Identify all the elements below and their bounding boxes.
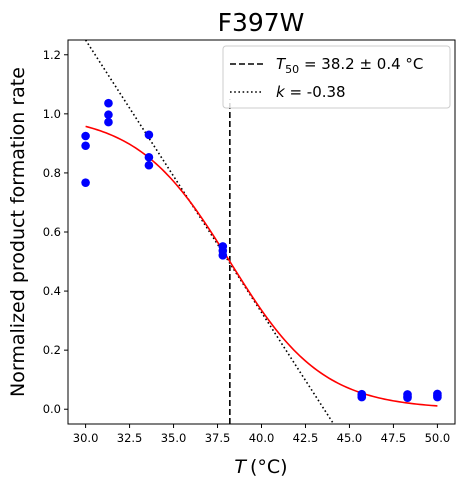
y-tick-label: 0.2 — [43, 343, 61, 357]
x-tick-label: 50.0 — [425, 431, 451, 445]
y-tick-label: 0.8 — [43, 166, 61, 180]
data-point — [104, 98, 113, 108]
legend-box — [222, 45, 451, 109]
legend-t50-label: T50 = 38.2 ± 0.4 °C — [276, 55, 423, 76]
y-axis-ticks: 0.0 0.2 0.4 0.6 0.8 1.0 1.2 — [43, 48, 68, 416]
plot-contents — [81, 40, 442, 424]
x-tick-label: 40.0 — [249, 431, 275, 445]
chart-title: F397W — [218, 8, 305, 37]
data-point — [218, 251, 228, 260]
data-point — [81, 178, 90, 187]
data-point — [357, 392, 367, 402]
data-points — [81, 98, 442, 403]
legend-k-label: k = -0.38 — [276, 83, 346, 101]
x-tick-label: 45.0 — [337, 431, 363, 445]
x-tick-label: 35.0 — [161, 431, 187, 445]
data-point — [104, 110, 113, 120]
x-tick-label: 30.0 — [73, 431, 99, 445]
x-axis-unit: (°C) — [250, 456, 288, 478]
x-tick-label: 32.5 — [117, 431, 143, 445]
legend: T50 = 38.2 ± 0.4 °C k = -0.38 — [222, 45, 451, 109]
y-tick-label: 1.0 — [43, 107, 61, 121]
x-tick-label: 42.5 — [293, 431, 319, 445]
data-point — [104, 117, 113, 127]
data-point — [144, 130, 154, 140]
y-tick-label: 1.2 — [43, 48, 61, 62]
slope-tangent-line — [84, 40, 335, 424]
x-tick-label: 47.5 — [381, 431, 407, 445]
y-tick-label: 0.6 — [43, 225, 61, 239]
x-axis-label: T (°C) — [234, 456, 287, 478]
y-axis-label: Normalized product formation rate — [7, 67, 29, 397]
data-point — [144, 160, 154, 170]
y-tick-label: 0.4 — [43, 284, 61, 298]
data-point — [433, 392, 442, 402]
x-axis-symbol: T — [234, 456, 247, 478]
y-tick-label: 0.0 — [43, 402, 61, 416]
x-tick-label: 37.5 — [205, 431, 231, 445]
data-point — [81, 141, 90, 151]
data-point — [403, 393, 412, 403]
x-axis-ticks: 30.0 32.5 35.0 37.5 40.0 42.5 45.0 47.5 50.0 — [73, 424, 450, 445]
data-point — [144, 152, 154, 162]
fit-curve — [85, 125, 438, 407]
data-point — [81, 131, 90, 141]
